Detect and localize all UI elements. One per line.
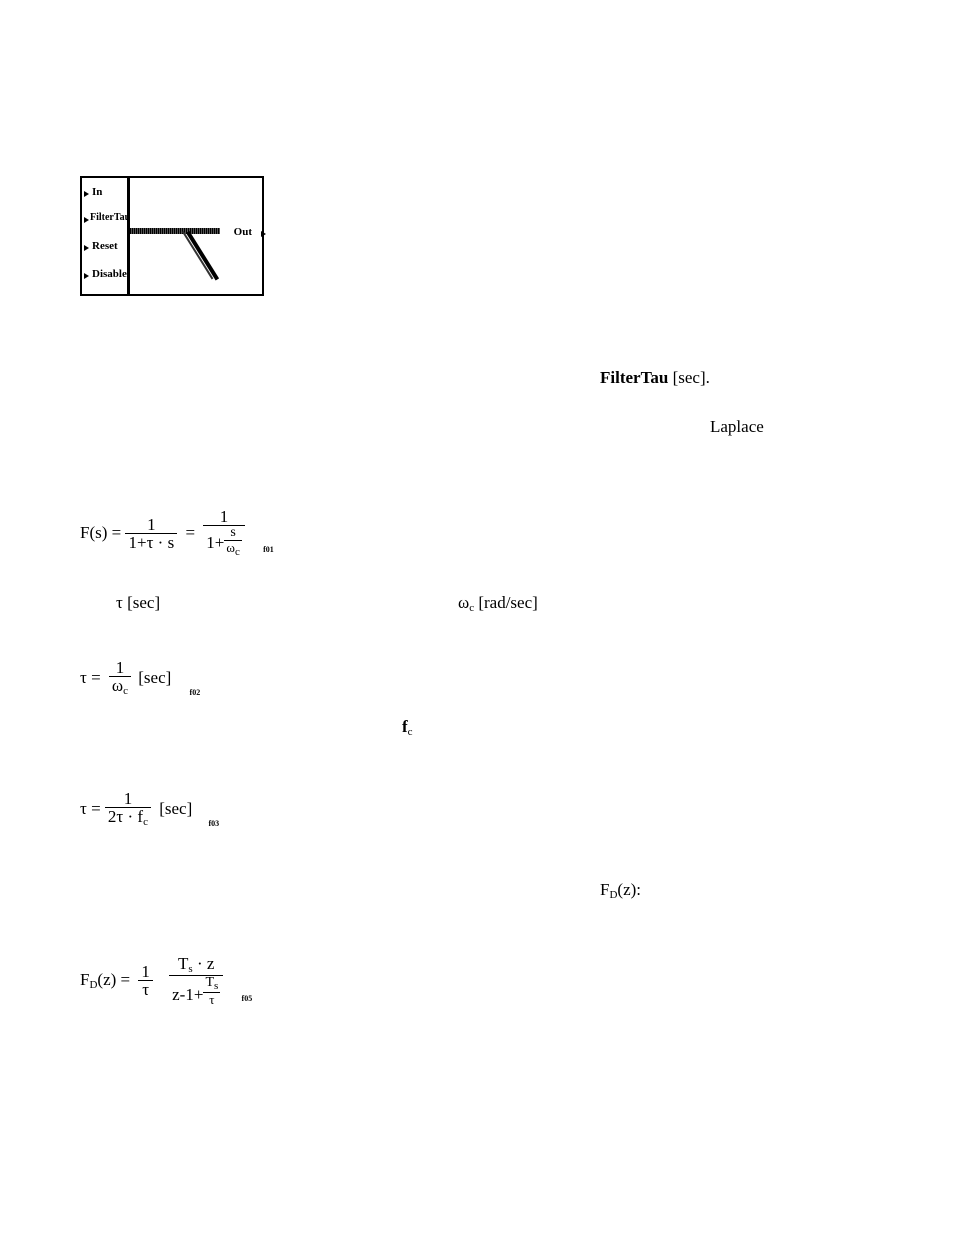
eq5-f1-num: 1 xyxy=(138,963,153,980)
diagram-inner: In FilterTau Reset Disable Out xyxy=(82,178,262,294)
eq1-num2: 1 xyxy=(203,508,245,525)
label-omega-c: ωc [rad/sec] xyxy=(458,593,538,614)
eq1-number: f01 xyxy=(249,545,274,554)
filtertau-text: FilterTau xyxy=(600,368,668,387)
eq1-lhs: F(s) = xyxy=(80,523,121,542)
port-reset: Reset xyxy=(92,240,118,252)
port-out: Out xyxy=(234,226,252,238)
label-fdz: FD(z): xyxy=(600,880,641,901)
equation-f03: τ = 1 2τ · fc [sec] f03 xyxy=(80,790,219,830)
eq2-unit: [sec] xyxy=(135,668,171,687)
eq1-den2: 1+sωc xyxy=(203,525,245,560)
filtertau-unit: [sec]. xyxy=(673,368,710,387)
eq5-f2-den: z-1+Tsτ xyxy=(169,975,223,1008)
eq2-lhs: τ = xyxy=(80,668,101,687)
eq3-den: 2τ · fc xyxy=(105,807,151,830)
port-arrow-disable xyxy=(84,273,89,279)
equation-f02: τ = 1 ωc [sec] f02 xyxy=(80,659,200,699)
eq3-lhs: τ = xyxy=(80,799,101,818)
port-filtertau: FilterTau xyxy=(90,212,130,223)
eq5-f2-num: Ts · z xyxy=(169,955,223,975)
eq3-unit: [sec] xyxy=(155,799,192,818)
eq5-number: f05 xyxy=(228,994,253,1003)
diagram-divider xyxy=(127,178,130,294)
filter-slash xyxy=(186,231,219,281)
filter-block-diagram: In FilterTau Reset Disable Out xyxy=(80,176,264,296)
label-filtertau-sec: FilterTau [sec]. xyxy=(600,368,710,388)
eq1-num1: 1 xyxy=(125,516,177,533)
port-disable: Disable xyxy=(92,268,127,280)
eq2-den: ωc xyxy=(109,676,131,699)
port-arrow-out xyxy=(261,231,266,237)
eq5-f1-den: τ xyxy=(138,980,153,1000)
filter-slash-2 xyxy=(182,231,213,280)
filter-hband xyxy=(130,228,220,234)
port-arrow-in xyxy=(84,191,89,197)
eq1-eq: = xyxy=(181,523,199,542)
eq1-den1: 1+τ · s xyxy=(125,533,177,553)
eq5-lhs: FD(z) = xyxy=(80,970,130,989)
label-laplace: Laplace xyxy=(710,417,764,437)
port-arrow-filtertau xyxy=(84,217,89,223)
eq3-number: f03 xyxy=(197,819,220,828)
eq3-num: 1 xyxy=(105,790,151,807)
eq2-num: 1 xyxy=(109,659,131,676)
label-fc: fc xyxy=(402,717,413,738)
eq2-number: f02 xyxy=(176,688,201,697)
port-in: In xyxy=(92,186,102,198)
port-arrow-reset xyxy=(84,245,89,251)
equation-f05: FD(z) = 1 τ Ts · z z-1+Tsτ f05 xyxy=(80,955,252,1008)
equation-f01: F(s) = 1 1+τ · s = 1 1+sωc f01 xyxy=(80,508,274,560)
label-tau-sec: τ [sec] xyxy=(116,593,160,613)
